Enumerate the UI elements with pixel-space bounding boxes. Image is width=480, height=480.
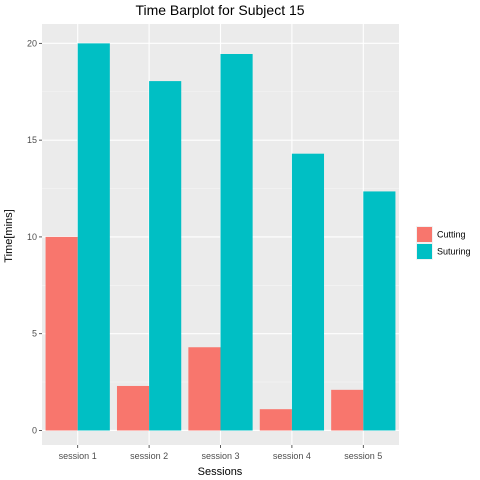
legend-swatch-suturing (417, 244, 432, 259)
y-tick-label: 20 (27, 38, 37, 48)
bar-cutting-5 (331, 389, 364, 431)
y-tick-label: 10 (27, 232, 37, 242)
x-tick-label: session 2 (130, 451, 168, 461)
y-tick-label: 0 (32, 425, 37, 435)
x-tick-label: session 3 (201, 451, 239, 461)
bar-suturing-2 (149, 81, 182, 431)
y-tick-label: 5 (32, 329, 37, 339)
legend-swatch-cutting (417, 227, 432, 242)
bar-suturing-3 (220, 54, 253, 431)
y-axis-title: Time[mins] (3, 209, 15, 262)
y-axis: 0 5 10 15 20 (27, 38, 42, 435)
legend-label-suturing: Suturing (437, 247, 471, 257)
legend: Cutting Suturing (416, 226, 471, 260)
legend-label-cutting: Cutting (437, 230, 466, 240)
bar-suturing-4 (291, 153, 325, 431)
bar-suturing-5 (363, 191, 396, 431)
y-tick-label: 15 (27, 135, 37, 145)
bar-cutting-4 (259, 409, 292, 431)
chart-title: Time Barplot for Subject 15 (135, 2, 304, 18)
bars (45, 43, 396, 431)
x-tick-label: session 5 (344, 451, 382, 461)
x-tick-label: session 4 (273, 451, 311, 461)
bar-cutting-3 (188, 347, 221, 431)
x-axis: session 1 session 2 session 3 session 4 sess… (59, 445, 382, 461)
bar-cutting-2 (116, 385, 150, 431)
bar-cutting-1 (45, 236, 78, 431)
x-tick-label: session 1 (59, 451, 97, 461)
x-axis-title: Sessions (198, 466, 243, 478)
bar-suturing-1 (77, 43, 110, 431)
